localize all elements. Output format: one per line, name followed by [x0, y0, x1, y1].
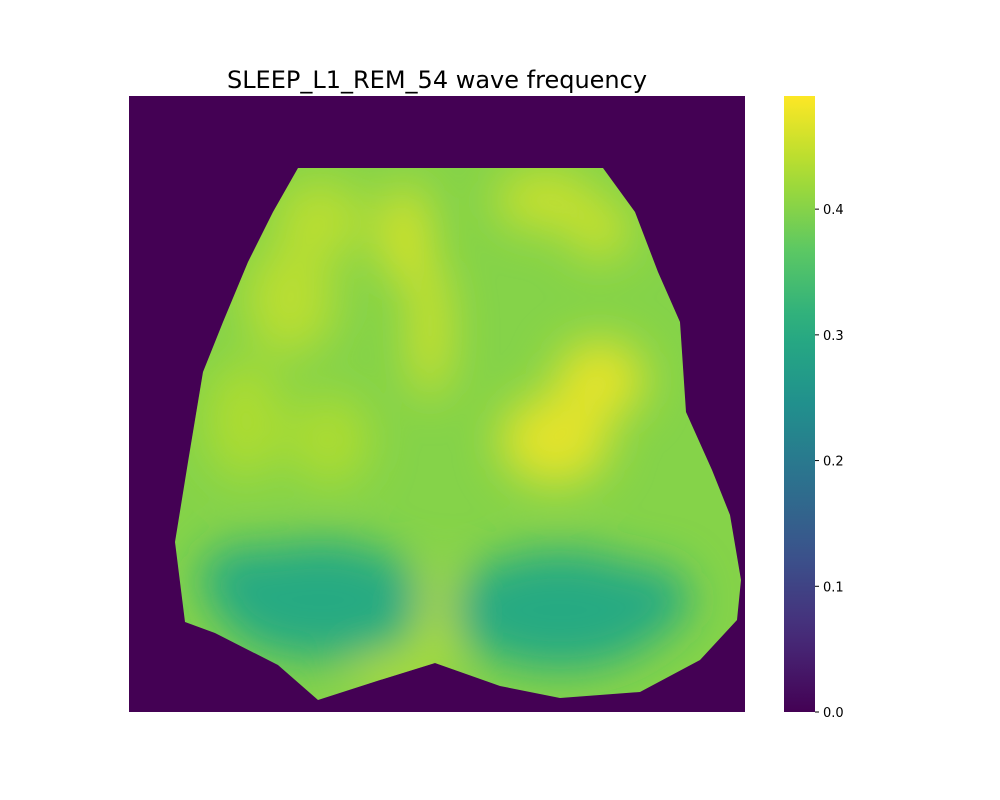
heatmap-region-anterior-midline-band	[412, 260, 448, 400]
colorbar-tick-label: 0.2	[823, 455, 844, 470]
heatmap-masked-region	[175, 168, 741, 700]
heatmap-region-frontal-right	[495, 170, 595, 230]
heatmap-plot-area	[129, 96, 745, 712]
heatmap-region-posterior-right-lobe	[450, 550, 670, 670]
heatmap-region-posterior-right-lobe	[610, 565, 690, 635]
colorbar: 0.0 0.1 0.2 0.3 0.4	[784, 96, 844, 721]
colorbar-tick-label: 0.3	[823, 329, 844, 344]
heatmap-region-frontal-left	[245, 245, 335, 355]
heatmap-region-central-left	[205, 360, 285, 480]
colorbar-ticks: 0.0 0.1 0.2 0.3 0.4	[815, 203, 844, 721]
chart-title: SLEEP_L1_REM_54 wave frequency	[227, 66, 647, 94]
heatmap-region-posterior-left-lobe	[200, 545, 290, 615]
heatmap-region-frontal-left	[275, 180, 365, 260]
heatmap-region-central-right	[500, 395, 610, 485]
colorbar-tick-label: 0.1	[823, 580, 844, 595]
heatmap-region-frontal-right	[570, 200, 630, 260]
colorbar-tick-label: 0.0	[823, 706, 844, 721]
heatmap-region-posterior-midline-gap	[421, 560, 453, 680]
colorbar-tick-label: 0.4	[823, 203, 844, 218]
heatmap-region-central-right	[555, 340, 645, 420]
heatmap-region-central-left	[290, 395, 370, 485]
heatmap-region-anterior-midline-band	[380, 185, 430, 285]
colorbar-bar	[784, 96, 815, 712]
